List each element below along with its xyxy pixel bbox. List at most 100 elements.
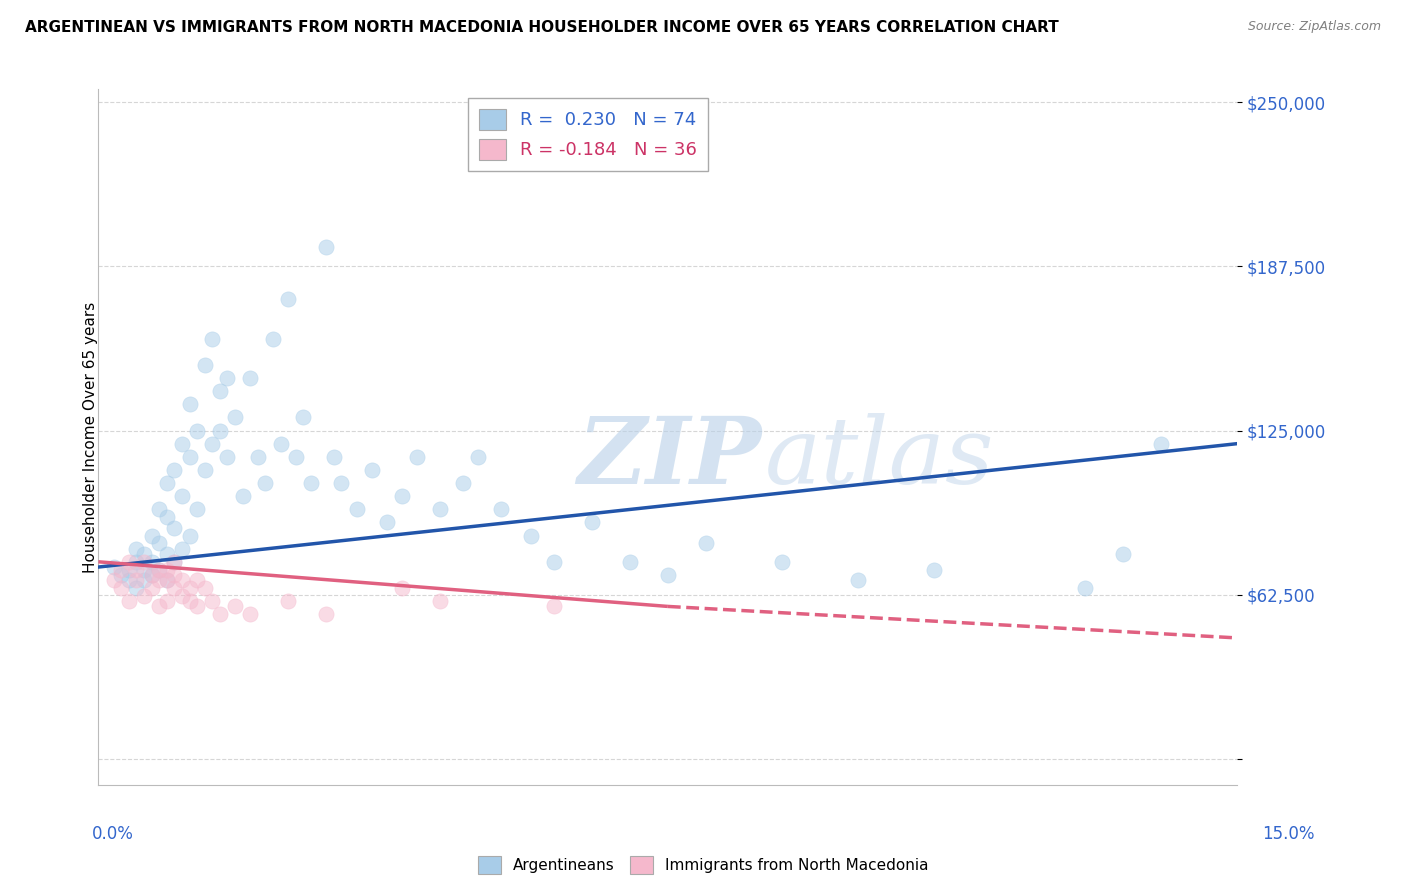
Point: [375, 516, 398, 530]
Point: [110, 563, 132, 577]
Point: [217, 450, 239, 464]
Point: [467, 450, 489, 464]
Point: [148, 536, 170, 550]
Point: [132, 563, 155, 577]
Point: [179, 581, 201, 595]
Point: [163, 581, 186, 595]
Point: [125, 581, 148, 595]
Point: [125, 541, 148, 556]
Point: [156, 573, 179, 587]
Legend: Argentineans, Immigrants from North Macedonia: Argentineans, Immigrants from North Mace…: [471, 850, 935, 880]
Point: [141, 528, 163, 542]
Point: [619, 555, 641, 569]
Point: [163, 555, 186, 569]
Point: [156, 573, 179, 587]
Point: [118, 563, 141, 577]
Point: [148, 563, 170, 577]
Point: [132, 573, 155, 587]
Point: [179, 528, 201, 542]
Point: [284, 450, 307, 464]
Point: [292, 410, 315, 425]
Point: [1150, 436, 1173, 450]
Point: [429, 594, 451, 608]
Point: [141, 581, 163, 595]
Point: [156, 476, 179, 491]
Point: [208, 607, 231, 622]
Point: [262, 332, 284, 346]
Point: [148, 599, 170, 614]
Point: [201, 332, 224, 346]
Point: [315, 607, 337, 622]
Point: [141, 568, 163, 582]
Point: [330, 476, 353, 491]
Point: [543, 555, 565, 569]
Point: [179, 594, 201, 608]
Point: [581, 516, 603, 530]
Point: [254, 476, 277, 491]
Point: [163, 568, 186, 582]
Point: [277, 594, 299, 608]
Point: [156, 594, 179, 608]
Point: [156, 547, 179, 561]
Point: [270, 436, 292, 450]
Point: [194, 581, 217, 595]
Point: [208, 424, 231, 438]
Point: [201, 594, 224, 608]
Text: ZIP: ZIP: [576, 413, 761, 503]
Point: [132, 547, 155, 561]
Point: [232, 489, 254, 503]
Point: [179, 397, 201, 411]
Point: [520, 528, 543, 542]
Point: [208, 384, 231, 398]
Point: [170, 589, 193, 603]
Point: [170, 436, 193, 450]
Point: [1112, 547, 1135, 561]
Point: [695, 536, 717, 550]
Point: [770, 555, 793, 569]
Point: [186, 599, 208, 614]
Text: Source: ZipAtlas.com: Source: ZipAtlas.com: [1247, 20, 1381, 33]
Point: [194, 463, 217, 477]
Point: [429, 502, 451, 516]
Point: [156, 510, 179, 524]
Point: [224, 410, 246, 425]
Legend: R =  0.230   N = 74, R = -0.184   N = 36: R = 0.230 N = 74, R = -0.184 N = 36: [468, 98, 709, 170]
Point: [132, 555, 155, 569]
Point: [170, 541, 193, 556]
Y-axis label: Householder Income Over 65 years: Householder Income Over 65 years: [83, 301, 97, 573]
Point: [489, 502, 512, 516]
Point: [277, 292, 299, 306]
Point: [132, 589, 155, 603]
Point: [451, 476, 474, 491]
Point: [1074, 581, 1097, 595]
Point: [239, 371, 262, 385]
Point: [118, 555, 141, 569]
Point: [846, 573, 869, 587]
Point: [186, 424, 208, 438]
Text: 0.0%: 0.0%: [91, 825, 134, 843]
Text: 15.0%: 15.0%: [1263, 825, 1315, 843]
Point: [201, 436, 224, 450]
Point: [163, 521, 186, 535]
Text: atlas: atlas: [765, 413, 994, 503]
Point: [224, 599, 246, 614]
Point: [163, 555, 186, 569]
Point: [148, 502, 170, 516]
Point: [125, 573, 148, 587]
Point: [141, 555, 163, 569]
Point: [125, 563, 148, 577]
Point: [170, 489, 193, 503]
Point: [391, 489, 413, 503]
Point: [103, 573, 125, 587]
Point: [217, 371, 239, 385]
Point: [315, 240, 337, 254]
Point: [148, 573, 170, 587]
Point: [299, 476, 322, 491]
Point: [179, 450, 201, 464]
Text: ARGENTINEAN VS IMMIGRANTS FROM NORTH MACEDONIA HOUSEHOLDER INCOME OVER 65 YEARS : ARGENTINEAN VS IMMIGRANTS FROM NORTH MAC…: [25, 20, 1059, 35]
Point: [110, 581, 132, 595]
Point: [360, 463, 382, 477]
Point: [148, 563, 170, 577]
Point: [186, 573, 208, 587]
Point: [110, 568, 132, 582]
